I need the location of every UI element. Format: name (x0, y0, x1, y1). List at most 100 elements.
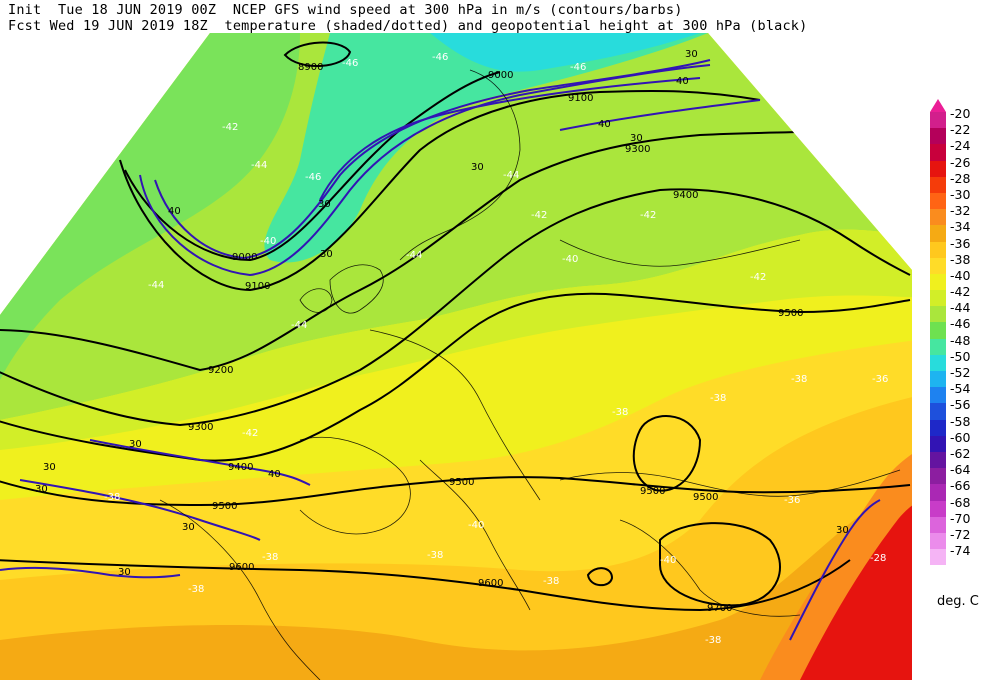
legend-entry: -24 (930, 138, 998, 161)
jet-contour-sw3 (0, 566, 181, 579)
legend-entry: -28 (930, 171, 998, 193)
wind-label: 30 (35, 484, 48, 495)
jet-contour-sw2 (19, 479, 261, 541)
temp-label: -44 (148, 280, 164, 291)
legend-swatch (930, 306, 946, 323)
legend-label: -20 (950, 106, 971, 121)
legend-swatch (930, 128, 946, 145)
legend-label: -62 (950, 445, 971, 461)
wind-label: 30 (320, 249, 333, 260)
height-label: 9000 (232, 252, 257, 263)
temp-label: -40 (468, 520, 484, 531)
wind-label: 30 (182, 522, 195, 533)
legend-swatch (930, 419, 946, 436)
temp-label: -46 (342, 58, 358, 69)
legend-label: -22 (950, 122, 971, 138)
temp-label: -28 (870, 553, 886, 564)
height-label: 9600 (478, 578, 503, 589)
forecast-time-header: Fcst Wed 19 JUN 2019 18Z temperature (sh… (8, 18, 808, 34)
legend-label: -32 (950, 203, 971, 219)
height-contour-9500-loop (632, 415, 702, 492)
legend-label: -66 (950, 478, 971, 494)
legend-label: -26 (950, 154, 971, 170)
wind-label: 30 (630, 133, 643, 144)
legend-label: -54 (950, 381, 971, 397)
jet-contour-sw1 (89, 439, 311, 486)
legend-entry: -46 (930, 316, 998, 339)
temp-label: -38 (705, 635, 721, 646)
height-contour-9600 (0, 559, 851, 612)
legend-entry: -74 (930, 543, 998, 566)
legend-entry: -58 (930, 414, 998, 436)
temp-label: -40 (260, 236, 276, 247)
jet-contour-east (559, 99, 761, 131)
temperature-color-legend: -20 -22 -24 -26 -28 -30 -32 -34 -36 -38 -40 -42 -44-… (930, 99, 998, 566)
wind-label: 30 (118, 567, 131, 578)
temp-label: -38 (612, 407, 628, 418)
legend-entry: -72 (930, 527, 998, 550)
height-label: 9500 (778, 308, 803, 319)
height-contour-9700 (659, 522, 781, 607)
legend-entry: -30 (930, 187, 998, 210)
height-label: 9500 (693, 492, 718, 503)
legend-label: -42 (950, 284, 971, 300)
legend-swatch (930, 257, 946, 274)
coastlines (159, 69, 901, 680)
legend-entry: -26 (930, 155, 998, 177)
temp-label: -36 (872, 374, 888, 385)
height-label: 9000 (488, 70, 513, 81)
legend-unit-label: deg. C (937, 594, 979, 609)
wind-label: 40 (598, 119, 611, 130)
legend-entry: -56 (930, 397, 998, 420)
legend-swatch (930, 290, 946, 307)
legend-label: -74 (950, 543, 971, 559)
legend-label: -52 (950, 365, 971, 380)
legend-swatch (930, 273, 946, 291)
legend-label: -58 (950, 413, 971, 429)
legend-label: -34 (950, 219, 971, 235)
wind-label: 30 (471, 162, 484, 173)
temp-label: -44 (406, 250, 422, 261)
legend-swatch (930, 112, 946, 129)
legend-entry: -64 (930, 462, 998, 485)
legend-entry: -20 (930, 106, 998, 129)
jet-contour-se (789, 499, 881, 641)
jet-contour-inner (319, 77, 701, 201)
wind-speed-contours (0, 59, 881, 641)
temp-label: -40 (660, 555, 676, 566)
temp-label: -38 (427, 550, 443, 561)
legend-label: -68 (950, 494, 971, 510)
legend-swatch (930, 387, 946, 404)
legend-entry: -70 (930, 511, 998, 533)
height-label: 9600 (229, 562, 254, 573)
legend-swatch (930, 241, 946, 258)
height-label: 9200 (208, 365, 233, 376)
temp-label: -42 (750, 272, 766, 283)
height-contour-8900 (283, 41, 352, 67)
legend-top-arrow (930, 99, 946, 112)
legend-label: -46 (950, 316, 971, 332)
legend-swatch (930, 435, 946, 452)
legend-swatch (930, 322, 946, 339)
legend-entry: -54 (930, 381, 998, 404)
wind-label: 30 (685, 49, 698, 60)
init-time-header: Init Tue 18 JUN 2019 00Z NCEP GFS wind s… (8, 2, 683, 18)
temp-label: -36 (784, 495, 800, 506)
temperature-labels: -46 -46 -46 -42 -44 -46 -44 -42 -44 -40 … (104, 52, 888, 646)
legend-entry: -48 (930, 333, 998, 355)
legend-entry: -66 (930, 478, 998, 501)
legend-swatch (930, 549, 946, 566)
legend-swatch (930, 516, 946, 533)
temp-label: -46 (305, 172, 321, 183)
legend-label: -60 (950, 429, 971, 445)
temp-label: -38 (710, 393, 726, 404)
legend-label: -44 (950, 300, 971, 316)
height-contour-9000 (124, 71, 501, 262)
legend-label: -24 (950, 138, 971, 154)
legend-label: -50 (950, 348, 971, 364)
legend-swatch (930, 176, 946, 193)
legend-swatch (930, 225, 946, 242)
legend-label: -36 (950, 235, 971, 251)
legend-label: -28 (950, 170, 971, 186)
